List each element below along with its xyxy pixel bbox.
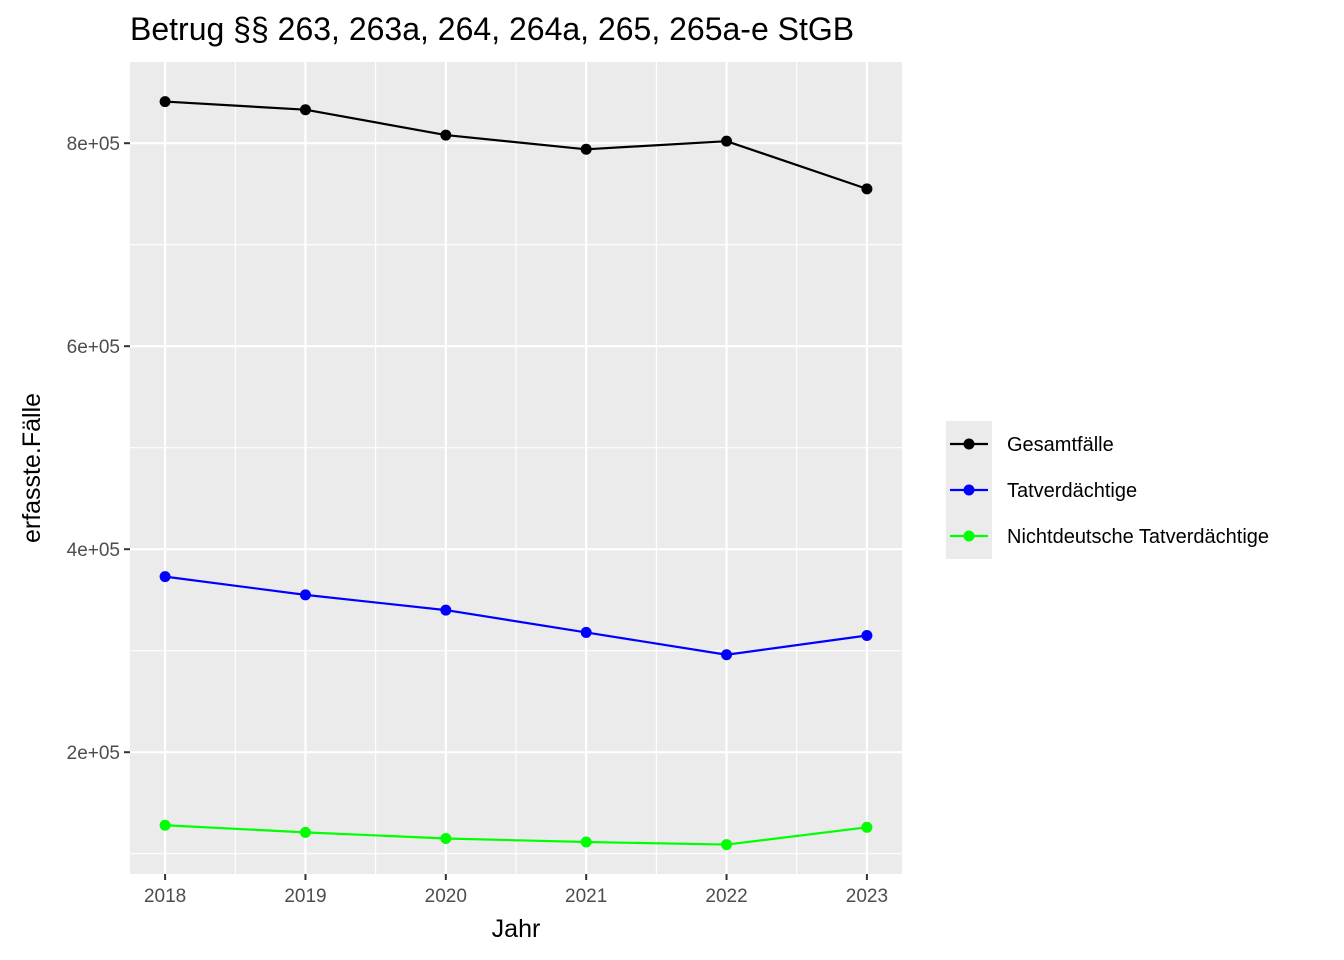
y-tick-label: 8e+05 <box>67 134 120 155</box>
series-group <box>159 96 873 195</box>
x-axis-tick-labels: 2018 2019 2020 2021 2022 2023 <box>144 886 888 907</box>
y-tick-label: 2e+05 <box>67 743 120 764</box>
x-tick-label: 2019 <box>284 886 326 907</box>
legend: Gesamtfälle Tatverdächtige Nichtdeutsche T… <box>946 421 1269 559</box>
data-point <box>861 821 873 833</box>
series-group <box>159 819 873 851</box>
legend-key-point <box>963 438 975 450</box>
x-tick-label: 2020 <box>425 886 467 907</box>
data-point <box>861 183 873 195</box>
minor-gridlines <box>130 62 902 874</box>
data-point <box>580 626 592 638</box>
chart-title: Betrug §§ 263, 263a, 264, 264a, 265, 265… <box>130 11 854 47</box>
series-line <box>165 824 868 846</box>
data-point <box>580 143 592 155</box>
legend-label: Gesamtfälle <box>1007 434 1114 456</box>
legend-label: Nichtdeutsche Tatverdächtige <box>1007 526 1269 548</box>
y-tick-label: 6e+05 <box>67 337 120 358</box>
data-point <box>159 571 171 583</box>
data-point <box>580 836 592 848</box>
y-axis-title: erfasste.Fälle <box>18 393 46 543</box>
y-axis-tick-labels: 2e+05 4e+05 6e+05 8e+05 <box>67 134 120 764</box>
series-layer <box>159 96 873 851</box>
data-point <box>299 104 311 116</box>
x-tick-label: 2023 <box>846 886 888 907</box>
data-point <box>159 819 171 831</box>
data-point <box>721 649 733 661</box>
x-tick-label: 2018 <box>144 886 186 907</box>
legend-label: Tatverdächtige <box>1007 480 1137 502</box>
axis-ticks <box>124 142 868 880</box>
x-tick-label: 2021 <box>565 886 607 907</box>
major-gridlines <box>130 62 902 874</box>
legend-key-point <box>963 484 975 496</box>
y-tick-label: 4e+05 <box>67 540 120 561</box>
data-point <box>721 839 733 851</box>
data-point <box>299 589 311 601</box>
x-axis-title: Jahr <box>492 915 541 943</box>
legend-key-point <box>963 530 975 542</box>
series-group <box>159 571 873 661</box>
data-point <box>440 129 452 141</box>
series-line <box>164 575 868 656</box>
data-point <box>440 604 452 616</box>
data-point <box>721 135 733 147</box>
x-tick-label: 2022 <box>705 886 747 907</box>
series-line <box>165 100 868 190</box>
data-point <box>159 96 171 108</box>
data-point <box>299 826 311 838</box>
data-point <box>861 629 873 641</box>
data-point <box>440 832 452 844</box>
